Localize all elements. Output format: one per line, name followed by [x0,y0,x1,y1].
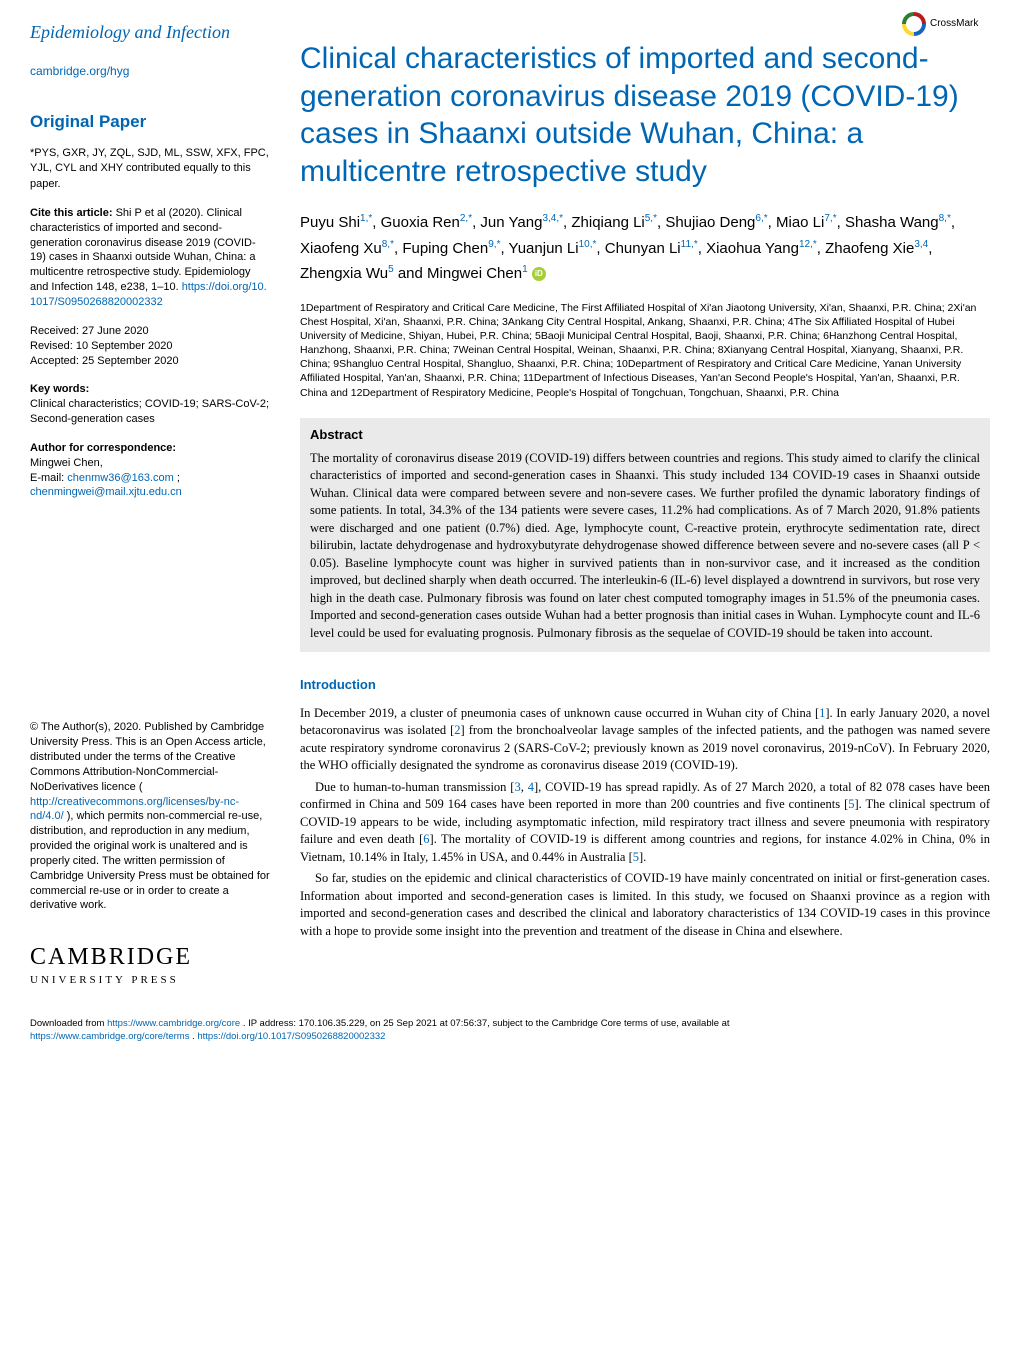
publisher-sub: UNIVERSITY PRESS [30,973,270,988]
date-accepted: Accepted: 25 September 2020 [30,354,270,369]
copyright-text: © The Author(s), 2020. Published by Camb… [30,721,266,792]
publisher-logo: CAMBRIDGE UNIVERSITY PRESS [30,941,270,988]
footer-prefix: Downloaded from [30,1018,107,1029]
copyright-block: © The Author(s), 2020. Published by Camb… [30,720,270,913]
corr-email-label: E-mail: [30,472,67,484]
orcid-icon[interactable] [532,267,546,281]
keywords-text: Clinical characteristics; COVID-19; SARS… [30,398,269,425]
p2f: ]. [639,850,646,864]
p2b: , [521,780,528,794]
footer-ip-text: . IP address: 170.106.35.229, on 25 Sep … [243,1018,730,1029]
p2a: Due to human-to-human transmission [ [315,780,514,794]
journal-title: Epidemiology and Infection [30,20,270,45]
keywords-label: Key words: [30,382,270,397]
abstract-heading: Abstract [310,426,980,444]
affiliations: 1Department of Respiratory and Critical … [300,301,990,400]
corr-name: Mingwei Chen, [30,457,103,469]
abstract-text: The mortality of coronavirus disease 201… [310,450,980,643]
authors-list: Puyu Shi1,*, Guoxia Ren2,*, Jun Yang3,4,… [300,210,990,287]
paper-type-heading: Original Paper [30,110,270,134]
copyright-tail: ), which permits non-commercial re-use, … [30,810,270,911]
corr-email-2[interactable]: chenmingwei@mail.xjtu.edu.cn [30,486,182,498]
correspondence-block: Author for correspondence: Mingwei Chen,… [30,441,270,500]
footer-terms-link[interactable]: https://www.cambridge.org/core/terms [30,1031,189,1042]
dates-block: Received: 27 June 2020 Revised: 10 Septe… [30,324,270,369]
footer-core-link[interactable]: https://www.cambridge.org/core [107,1018,240,1029]
citation-block: Cite this article: Shi P et al (2020). C… [30,206,270,310]
article-title: Clinical characteristics of imported and… [300,40,990,190]
keywords-block: Key words: Clinical characteristics; COV… [30,382,270,427]
abstract-box: Abstract The mortality of coronavirus di… [300,418,990,653]
cite-label: Cite this article: [30,207,113,219]
date-revised: Revised: 10 September 2020 [30,339,270,354]
corr-label: Author for correspondence: [30,441,270,456]
corr-email-sep: ; [177,472,180,484]
footer-doi-link[interactable]: https://doi.org/10.1017/S095026882000233… [197,1031,385,1042]
crossmark-label: CrossMark [930,17,978,31]
page-footer: Downloaded from https://www.cambridge.or… [30,1018,990,1043]
publisher-name: CAMBRIDGE [30,941,270,975]
corr-email-1[interactable]: chenmw36@163.com [67,472,174,484]
date-received: Received: 27 June 2020 [30,324,270,339]
intro-paragraph-3: So far, studies on the epidemic and clin… [300,870,990,940]
intro-paragraph-2: Due to human-to-human transmission [3, 4… [300,779,990,867]
crossmark-icon [902,12,926,36]
introduction-heading: Introduction [300,676,990,694]
p1a: In December 2019, a cluster of pneumonia… [300,706,819,720]
intro-paragraph-1: In December 2019, a cluster of pneumonia… [300,705,990,775]
journal-link[interactable]: cambridge.org/hyg [30,63,270,80]
crossmark-badge[interactable]: CrossMark [902,10,990,38]
contributor-note: *PYS, GXR, JY, ZQL, SJD, ML, SSW, XFX, F… [30,146,270,192]
